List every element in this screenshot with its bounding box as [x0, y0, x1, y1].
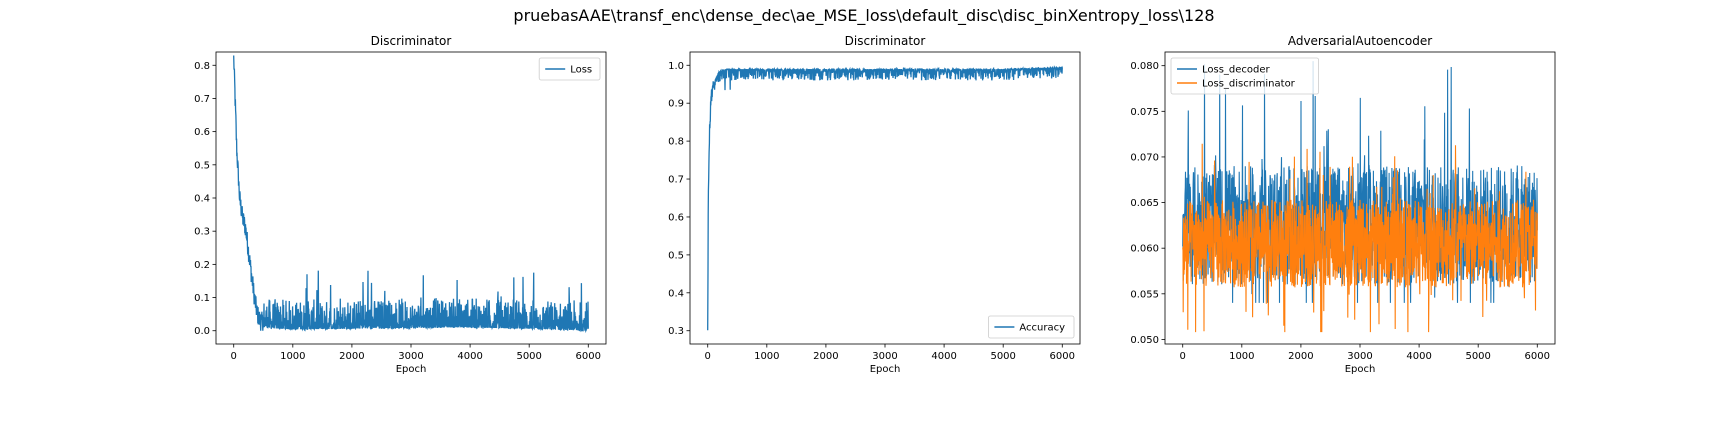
x-tick-label: 3000 [1347, 351, 1372, 362]
subplot-1: Discriminator 0 1000 2000 3000 4000 5000 6000 0.… [194, 34, 607, 375]
axes-frame [689, 51, 1081, 345]
y-tick-label: 0.1 [194, 293, 210, 304]
y-tick-label: 0.075 [1130, 107, 1159, 118]
legend-entry-loss: Loss [570, 65, 592, 76]
legend-box [988, 315, 1075, 339]
x-axis-label: Epoch [870, 364, 901, 375]
x-tick-label: 1000 [1229, 351, 1254, 362]
y-tick-label: 0.4 [668, 288, 684, 299]
subplot-title: Discriminator [845, 34, 926, 48]
legend-entry-accuracy: Accuracy [1019, 323, 1065, 334]
plot-area [707, 65, 1063, 331]
y-tick-label: 0.080 [1130, 61, 1159, 72]
subplot-title: Discriminator [371, 34, 452, 48]
y-tick-label: 0.6 [668, 212, 684, 223]
series-line-accuracy [707, 65, 1063, 331]
x-tick-label: 0 [231, 351, 237, 362]
legend: Accuracy [988, 315, 1075, 339]
y-tick-label: 0.065 [1130, 198, 1159, 209]
x-tick-label: 5000 [990, 351, 1015, 362]
series-line-loss-discriminator [1182, 143, 1538, 333]
figure-suptitle: pruebasAAE\transf_enc\dense_dec\ae_MSE_l… [513, 6, 1214, 26]
plot-area [233, 55, 589, 334]
subplot-title: AdversarialAutoencoder [1288, 34, 1432, 48]
y-tick-label: 0.0 [194, 326, 210, 337]
legend: Loss_decoder Loss_discriminator [1170, 57, 1320, 95]
x-tick-label: 5000 [1465, 351, 1490, 362]
y-tick-label: 0.2 [194, 260, 210, 271]
legend: Loss [538, 57, 601, 81]
series-line-loss [233, 55, 589, 334]
y-tick-label: 0.3 [668, 326, 684, 337]
x-tick-label: 4000 [1406, 351, 1431, 362]
y-tick-label: 0.070 [1130, 152, 1159, 163]
y-tick-label: 0.4 [194, 194, 210, 205]
x-tick-label: 0 [705, 351, 711, 362]
legend-entry-loss-discriminator: Loss_discriminator [1202, 79, 1296, 90]
x-axis-label: Epoch [396, 364, 427, 375]
x-tick-label: 3000 [872, 351, 897, 362]
subplot-2: Discriminator 0 1000 2000 3000 4000 5000 6000 0.… [668, 34, 1081, 375]
legend-box [538, 57, 601, 81]
x-tick-label: 5000 [516, 351, 541, 362]
x-tick-label: 4000 [931, 351, 956, 362]
y-tick-label: 0.9 [668, 99, 684, 110]
legend-entry-loss-decoder: Loss_decoder [1202, 65, 1271, 76]
x-tick-label: 2000 [813, 351, 838, 362]
y-tick-label: 0.7 [194, 94, 210, 105]
y-tick-label: 0.7 [668, 175, 684, 186]
x-tick-label: 6000 [1525, 351, 1550, 362]
y-tick-label: 0.8 [668, 137, 684, 148]
y-tick-label: 0.055 [1130, 289, 1159, 300]
x-tick-label: 4000 [457, 351, 482, 362]
y-tick-label: 0.3 [194, 227, 210, 238]
subplot-3: AdversarialAutoencoder 0 1000 2000 3000 4000 5… [1130, 34, 1556, 375]
x-tick-label: 2000 [339, 351, 364, 362]
x-tick-label: 6000 [576, 351, 601, 362]
x-tick-label: 6000 [1050, 351, 1075, 362]
y-tick-label: 1.0 [668, 61, 684, 72]
x-tick-label: 1000 [280, 351, 305, 362]
x-tick-label: 1000 [754, 351, 779, 362]
y-tick-label: 0.6 [194, 127, 210, 138]
x-axis-label: Epoch [1345, 364, 1376, 375]
plot-area [1182, 61, 1538, 333]
y-tick-label: 0.5 [668, 250, 684, 261]
x-tick-label: 0 [1180, 351, 1186, 362]
legend-box [1170, 57, 1320, 95]
x-tick-label: 3000 [398, 351, 423, 362]
y-tick-label: 0.060 [1130, 244, 1159, 255]
y-tick-label: 0.5 [194, 160, 210, 171]
y-tick-label: 0.050 [1130, 335, 1159, 346]
x-tick-label: 2000 [1288, 351, 1313, 362]
y-tick-label: 0.8 [194, 61, 210, 72]
